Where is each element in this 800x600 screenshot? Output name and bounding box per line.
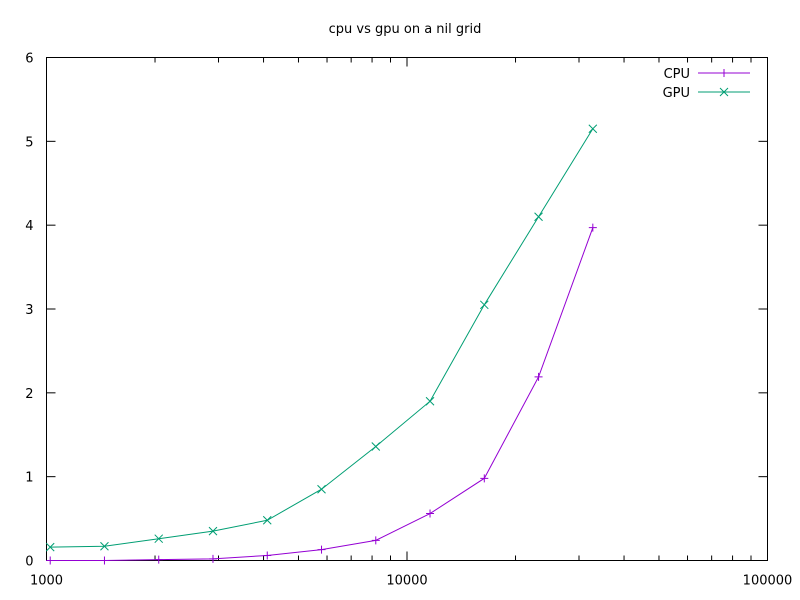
y-tick-label: 5 <box>25 135 33 150</box>
x-tick-label: 10000 <box>386 574 427 589</box>
data-point-cpu <box>534 372 543 381</box>
data-point-cpu <box>208 554 217 563</box>
data-point-gpu <box>371 442 381 451</box>
data-point-gpu <box>262 515 272 525</box>
data-point-gpu <box>208 526 218 536</box>
y-tick-label: 3 <box>25 303 33 318</box>
series-gpu <box>45 124 598 552</box>
chart-title: cpu vs gpu on a nil grid <box>329 22 482 37</box>
series-cpu <box>46 223 597 565</box>
data-point-gpu <box>154 534 164 544</box>
x-tick-label: 100000 <box>743 574 793 589</box>
y-tick-label: 6 <box>25 52 33 67</box>
legend-label-cpu: CPU <box>664 67 690 82</box>
y-tick-label: 0 <box>25 555 33 570</box>
legend: CPU GPU <box>663 67 750 101</box>
data-point-gpu <box>45 542 55 552</box>
x-tick-label: 1000 <box>30 574 63 589</box>
data-point-gpu <box>100 541 109 551</box>
series-layer <box>45 124 598 565</box>
data-point-cpu <box>154 555 163 564</box>
legend-item-gpu: GPU <box>663 86 750 101</box>
data-point-cpu <box>426 509 435 518</box>
axes: 0 1 2 3 4 5 6 1000 10000 100000 <box>25 52 792 589</box>
data-point-gpu <box>425 396 435 406</box>
y-tick-label: 1 <box>25 471 33 486</box>
data-point-cpu <box>371 536 380 545</box>
series-line-gpu <box>50 128 594 548</box>
data-point-cpu <box>100 556 109 565</box>
series-line-cpu <box>50 227 594 561</box>
legend-label-gpu: GPU <box>663 86 690 101</box>
data-point-gpu <box>534 212 543 222</box>
data-point-cpu <box>480 474 489 483</box>
plot-area-frame <box>46 57 768 561</box>
data-point-cpu <box>46 556 55 565</box>
y-tick-label: 4 <box>25 219 33 234</box>
legend-item-cpu: CPU <box>664 67 750 82</box>
legend-marker-gpu <box>719 87 729 97</box>
y-tick-label: 2 <box>25 387 33 402</box>
data-point-gpu <box>479 300 489 310</box>
legend-marker-cpu <box>720 69 728 77</box>
data-point-cpu <box>263 551 272 560</box>
data-point-cpu <box>588 223 597 232</box>
data-point-cpu <box>317 545 326 554</box>
data-point-gpu <box>588 124 598 134</box>
data-point-gpu <box>317 484 326 494</box>
